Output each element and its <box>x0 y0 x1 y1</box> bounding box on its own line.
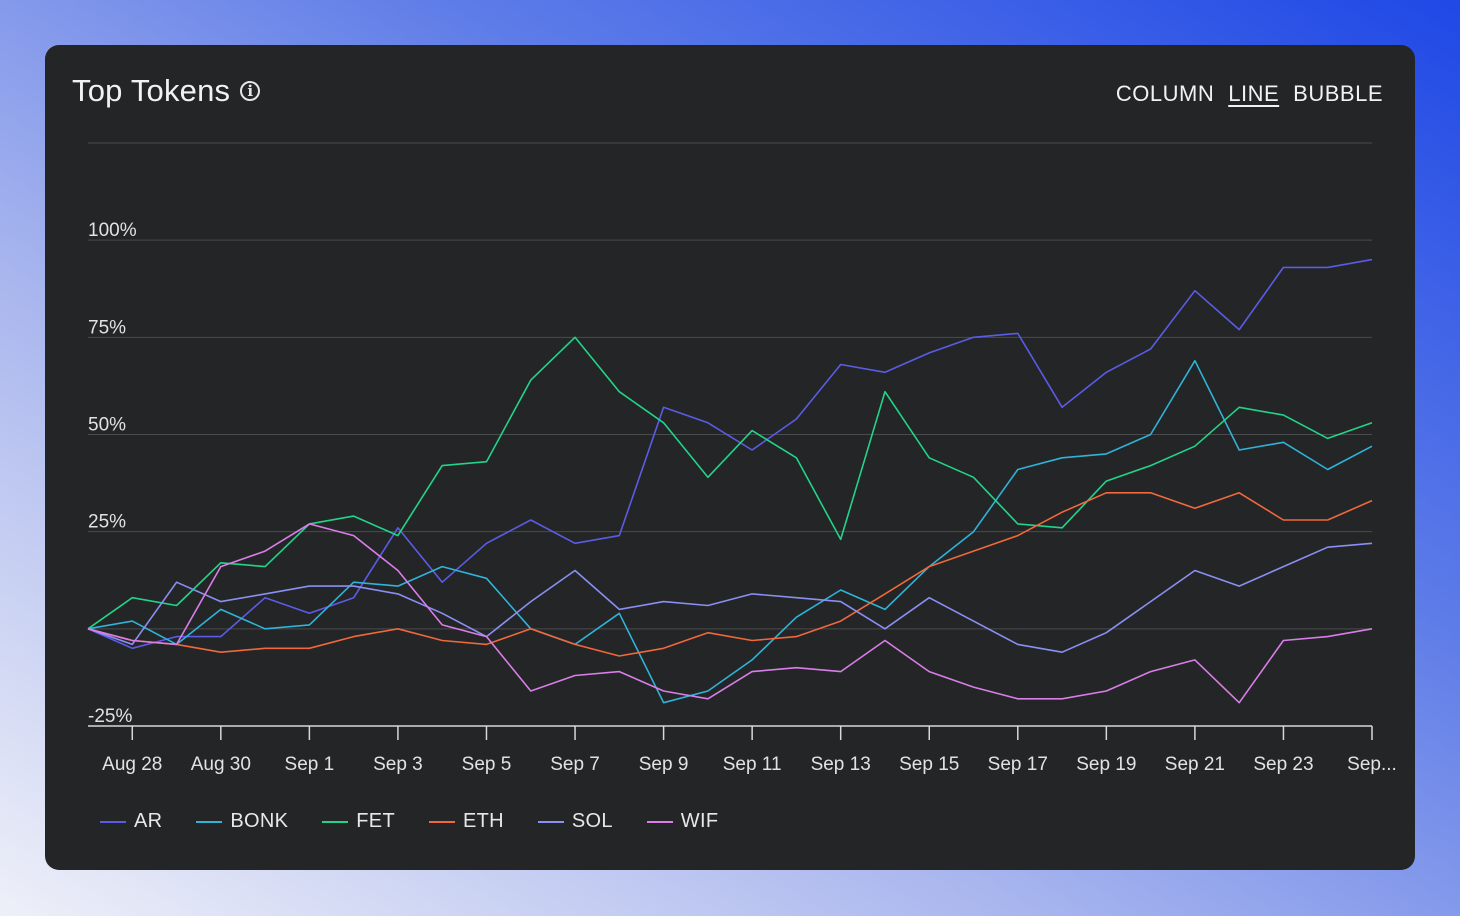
x-tick-label: Aug 28 <box>102 754 162 775</box>
line-chart: -25% 25% 50% 75% 100% Aug 28 Aug 30 Sep 1 Sep 3 S… <box>87 142 1397 775</box>
legend-label: SOL <box>571 810 613 832</box>
x-tick-label: Sep 17 <box>988 754 1048 775</box>
y-tick-label: 100% <box>88 220 137 241</box>
x-tick-label: Sep 11 <box>723 754 782 775</box>
legend-label: WIF <box>680 810 719 832</box>
chart-type-tabs: COLUMN LINE BUBBLE <box>1116 81 1383 107</box>
x-tick-label: Sep 3 <box>373 754 423 775</box>
legend-swatch <box>100 820 126 823</box>
legend-swatch <box>196 820 223 823</box>
legend-item-ar[interactable]: AR <box>100 810 162 833</box>
x-tick-label: Sep 23 <box>1253 754 1313 775</box>
legend-swatch <box>646 820 673 823</box>
x-tick-label: Sep 13 <box>811 754 871 775</box>
series-line-eth <box>87 491 1373 657</box>
chart-title: Top Tokens <box>72 73 231 108</box>
legend-label: ETH <box>462 810 504 832</box>
series-line-bonk <box>87 359 1373 704</box>
legend-item-eth[interactable]: ETH <box>428 810 504 833</box>
y-tick-label: 25% <box>88 512 126 533</box>
info-icon[interactable]: i <box>240 81 261 101</box>
series-line-fet <box>87 336 1373 630</box>
x-tick-label: Sep 9 <box>639 754 689 775</box>
series-line-ar <box>87 258 1373 650</box>
legend-swatch <box>428 820 455 823</box>
legend-swatch <box>322 820 349 823</box>
x-tick-label: Sep 1 <box>285 754 335 775</box>
legend-label: BONK <box>230 810 289 832</box>
x-tick-label: Sep 7 <box>550 754 600 775</box>
legend-label: AR <box>134 810 163 832</box>
x-tick-label: Sep 21 <box>1165 754 1225 775</box>
x-tick-label: Sep 19 <box>1076 754 1136 775</box>
y-tick-label: 75% <box>88 317 126 338</box>
header: Top Tokens i <box>72 73 261 109</box>
series-line-sol <box>87 542 1373 654</box>
y-tick-label: 50% <box>88 415 126 436</box>
legend-item-bonk[interactable]: BONK <box>196 810 288 833</box>
tab-bubble[interactable]: BUBBLE <box>1293 81 1383 106</box>
tab-line[interactable]: LINE <box>1228 81 1280 106</box>
legend-swatch <box>537 820 564 823</box>
y-tick-label: -25% <box>88 706 132 727</box>
legend: AR BONK FET ETH SOL WIF <box>100 810 718 833</box>
series-line-wif <box>87 523 1373 704</box>
tab-column[interactable]: COLUMN <box>1115 81 1215 106</box>
x-tick-label: Sep... <box>1347 754 1397 775</box>
chart-card: Top Tokens i COLUMN LINE BUBBLE -25% 25% 5… <box>45 45 1415 870</box>
x-tick-label: Sep 15 <box>899 754 959 775</box>
x-tick-label: Sep 5 <box>462 754 512 775</box>
legend-item-wif[interactable]: WIF <box>646 810 719 833</box>
x-tick-label: Aug 30 <box>191 754 251 775</box>
legend-label: FET <box>356 810 395 832</box>
legend-item-sol[interactable]: SOL <box>537 810 613 833</box>
legend-item-fet[interactable]: FET <box>322 810 395 833</box>
